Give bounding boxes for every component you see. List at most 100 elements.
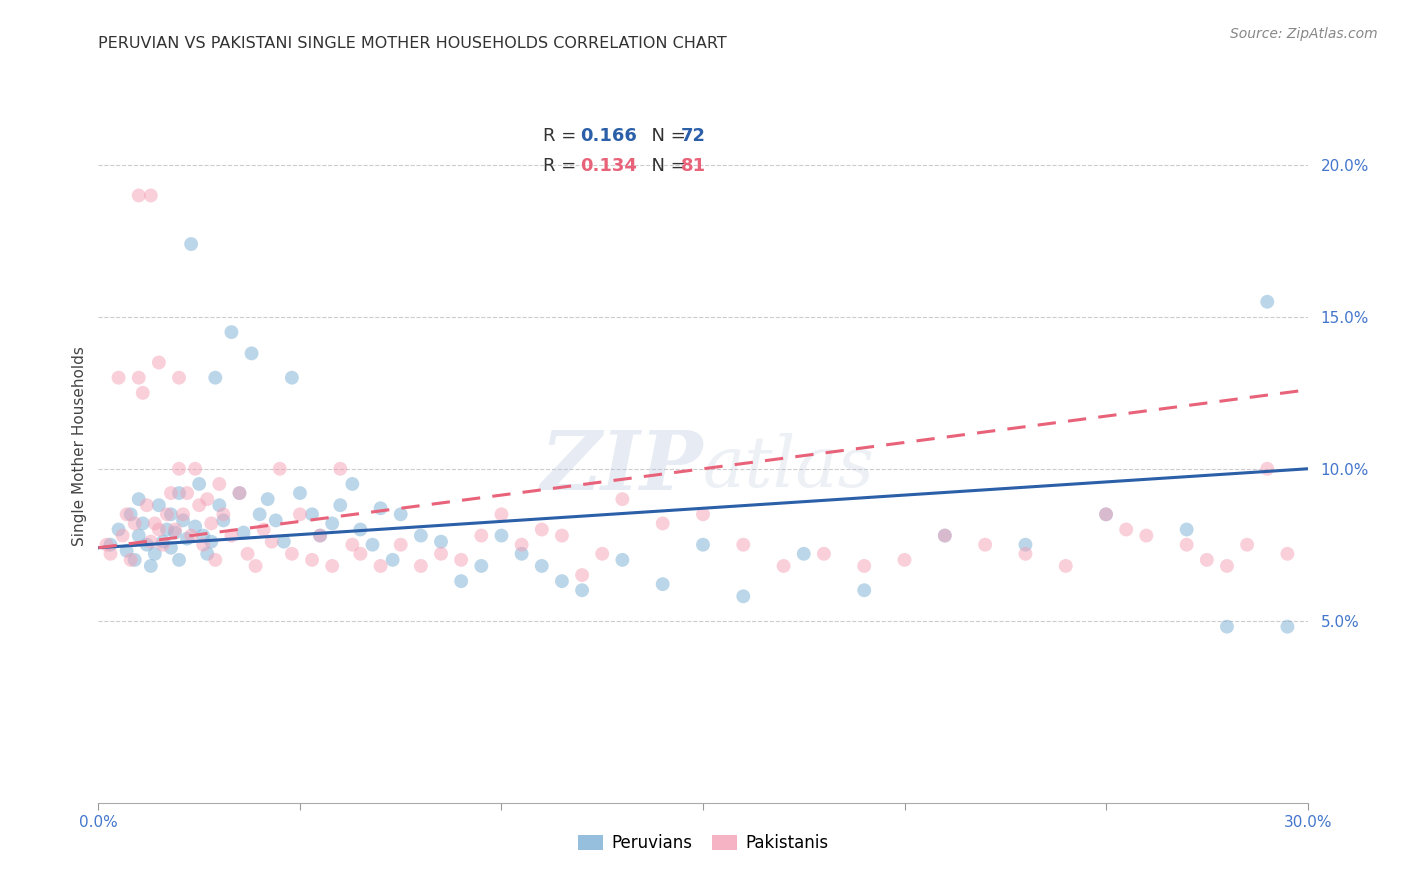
Point — [321, 558, 343, 573]
Point — [510, 538, 533, 552]
Point — [1256, 462, 1278, 476]
Point — [1135, 528, 1157, 542]
Point — [253, 523, 276, 537]
Point — [934, 528, 956, 542]
Point — [163, 525, 186, 540]
Point — [470, 558, 492, 573]
Point — [571, 568, 593, 582]
Point — [273, 534, 295, 549]
Point — [228, 486, 250, 500]
Point — [100, 538, 122, 552]
Point — [143, 516, 166, 531]
Point — [132, 516, 155, 531]
Point — [128, 188, 150, 202]
Text: 72: 72 — [682, 127, 706, 145]
Point — [491, 528, 513, 542]
Point — [180, 528, 202, 542]
Point — [120, 553, 142, 567]
Point — [128, 492, 150, 507]
Point — [370, 501, 392, 516]
Point — [172, 508, 194, 522]
Point — [160, 486, 183, 500]
Text: 0.134: 0.134 — [579, 157, 637, 175]
Point — [934, 528, 956, 542]
Point — [450, 574, 472, 588]
Point — [974, 538, 997, 552]
Point — [1095, 508, 1118, 522]
Point — [107, 370, 129, 384]
Point — [195, 547, 218, 561]
Point — [135, 498, 157, 512]
Point — [163, 523, 186, 537]
Point — [342, 538, 364, 552]
Point — [893, 553, 915, 567]
Point — [1277, 547, 1299, 561]
Point — [212, 513, 235, 527]
Point — [167, 370, 190, 384]
Point — [1095, 508, 1118, 522]
Point — [115, 543, 138, 558]
Point — [269, 462, 291, 476]
Point — [409, 528, 432, 542]
Point — [193, 528, 215, 542]
Point — [733, 538, 755, 552]
Point — [167, 486, 190, 500]
Text: N =: N = — [640, 157, 692, 175]
Point — [430, 547, 453, 561]
Point — [245, 558, 267, 573]
Point — [551, 528, 574, 542]
Point — [124, 553, 146, 567]
Point — [591, 547, 613, 561]
Point — [204, 553, 226, 567]
Point — [96, 538, 118, 552]
Point — [156, 508, 179, 522]
Point — [430, 534, 453, 549]
Point — [100, 547, 122, 561]
Point — [115, 508, 138, 522]
Point — [208, 477, 231, 491]
Point — [692, 538, 714, 552]
Point — [152, 534, 174, 549]
Point — [281, 547, 304, 561]
Legend: Peruvians, Pakistanis: Peruvians, Pakistanis — [571, 828, 835, 859]
Point — [651, 516, 673, 531]
Point — [180, 237, 202, 252]
Point — [200, 516, 222, 531]
Point — [288, 486, 311, 500]
Point — [148, 355, 170, 369]
Point — [301, 508, 323, 522]
Point — [530, 558, 553, 573]
Point — [120, 508, 142, 522]
Point — [1115, 523, 1137, 537]
Point — [204, 370, 226, 384]
Point — [1195, 553, 1218, 567]
Point — [107, 523, 129, 537]
Point — [733, 590, 755, 604]
Point — [184, 462, 207, 476]
Point — [281, 370, 304, 384]
Point — [491, 508, 513, 522]
Point — [793, 547, 815, 561]
Point — [148, 523, 170, 537]
Point — [329, 498, 352, 512]
Point — [264, 513, 287, 527]
Text: Source: ZipAtlas.com: Source: ZipAtlas.com — [1230, 27, 1378, 41]
Point — [221, 528, 243, 542]
Point — [139, 534, 162, 549]
Point — [651, 577, 673, 591]
Point — [184, 519, 207, 533]
Point — [612, 553, 634, 567]
Point — [551, 574, 574, 588]
Point — [143, 547, 166, 561]
Text: ZIP: ZIP — [540, 427, 703, 508]
Y-axis label: Single Mother Households: Single Mother Households — [72, 346, 87, 546]
Point — [260, 534, 283, 549]
Point — [132, 385, 155, 400]
Point — [232, 525, 254, 540]
Point — [176, 486, 198, 500]
Point — [1054, 558, 1077, 573]
Point — [176, 532, 198, 546]
Point — [389, 538, 412, 552]
Point — [128, 370, 150, 384]
Point — [301, 553, 323, 567]
